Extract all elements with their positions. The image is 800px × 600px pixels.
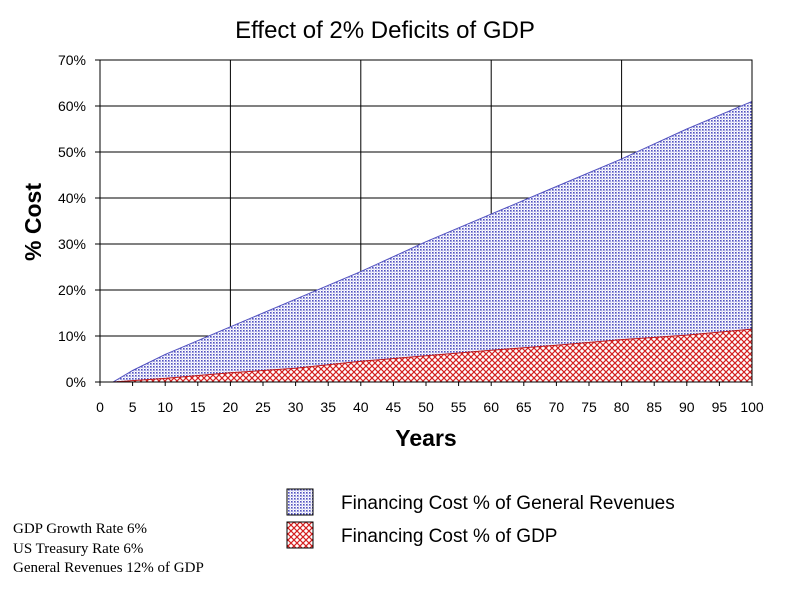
x-tick-label: 75 [581, 399, 597, 415]
legend-swatch-general-revenues [286, 488, 314, 516]
x-tick-label: 90 [679, 399, 695, 415]
legend-label-gdp: Financing Cost % of GDP [341, 526, 557, 547]
y-tick-label: 50% [58, 144, 86, 160]
x-tick-label: 40 [353, 399, 369, 415]
y-tick-label: 0% [66, 374, 86, 390]
x-tick-label: 70 [549, 399, 565, 415]
x-tick-label: 55 [451, 399, 467, 415]
y-tick-label: 60% [58, 98, 86, 114]
note-general-revenues: General Revenues 12% of GDP [13, 560, 204, 576]
y-tick-label: 40% [58, 190, 86, 206]
note-treasury-rate: US Treasury Rate 6% [13, 541, 143, 557]
line-series-general-revenues [100, 100, 753, 383]
chart-title: Effect of 2% Deficits of GDP [235, 17, 535, 44]
line-series-gdp [100, 328, 753, 383]
y-axis-title: % Cost [20, 183, 46, 261]
x-tick-label: 10 [157, 399, 173, 415]
legend: Financing Cost % of General Revenues Fin… [286, 488, 675, 549]
area-series-gdp [100, 329, 752, 382]
x-tick-label: 85 [646, 399, 662, 415]
x-axis-ticks: 0 5 10 15 20 25 30 35 40 45 50 55 60 65 70 75 80 85 90 95 10… [96, 382, 764, 415]
y-tick-label: 20% [58, 282, 86, 298]
x-tick-label: 100 [740, 399, 764, 415]
x-tick-label: 5 [129, 399, 137, 415]
x-tick-label: 35 [320, 399, 336, 415]
x-tick-label: 80 [614, 399, 630, 415]
x-tick-label: 60 [483, 399, 499, 415]
y-axis-ticks: 0% 10% 20% 30% 40% 50% 60% 70% [58, 52, 100, 390]
y-tick-label: 30% [58, 236, 86, 252]
x-axis-title: Years [395, 425, 456, 451]
x-tick-label: 20 [223, 399, 239, 415]
x-tick-label: 95 [712, 399, 728, 415]
x-tick-label: 45 [386, 399, 402, 415]
plot-areas [100, 100, 753, 383]
x-tick-label: 30 [288, 399, 304, 415]
note-gdp-growth-rate: GDP Growth Rate 6% [13, 521, 147, 537]
legend-swatch-gdp [286, 521, 314, 549]
legend-label-general-revenues: Financing Cost % of General Revenues [341, 493, 675, 514]
y-tick-label: 10% [58, 328, 86, 344]
x-tick-label: 65 [516, 399, 532, 415]
notes: GDP Growth Rate 6% US Treasury Rate 6% G… [13, 521, 204, 576]
y-tick-label: 70% [58, 52, 86, 68]
x-tick-label: 50 [418, 399, 434, 415]
x-tick-label: 15 [190, 399, 206, 415]
x-tick-label: 25 [255, 399, 271, 415]
x-tick-label: 0 [96, 399, 104, 415]
